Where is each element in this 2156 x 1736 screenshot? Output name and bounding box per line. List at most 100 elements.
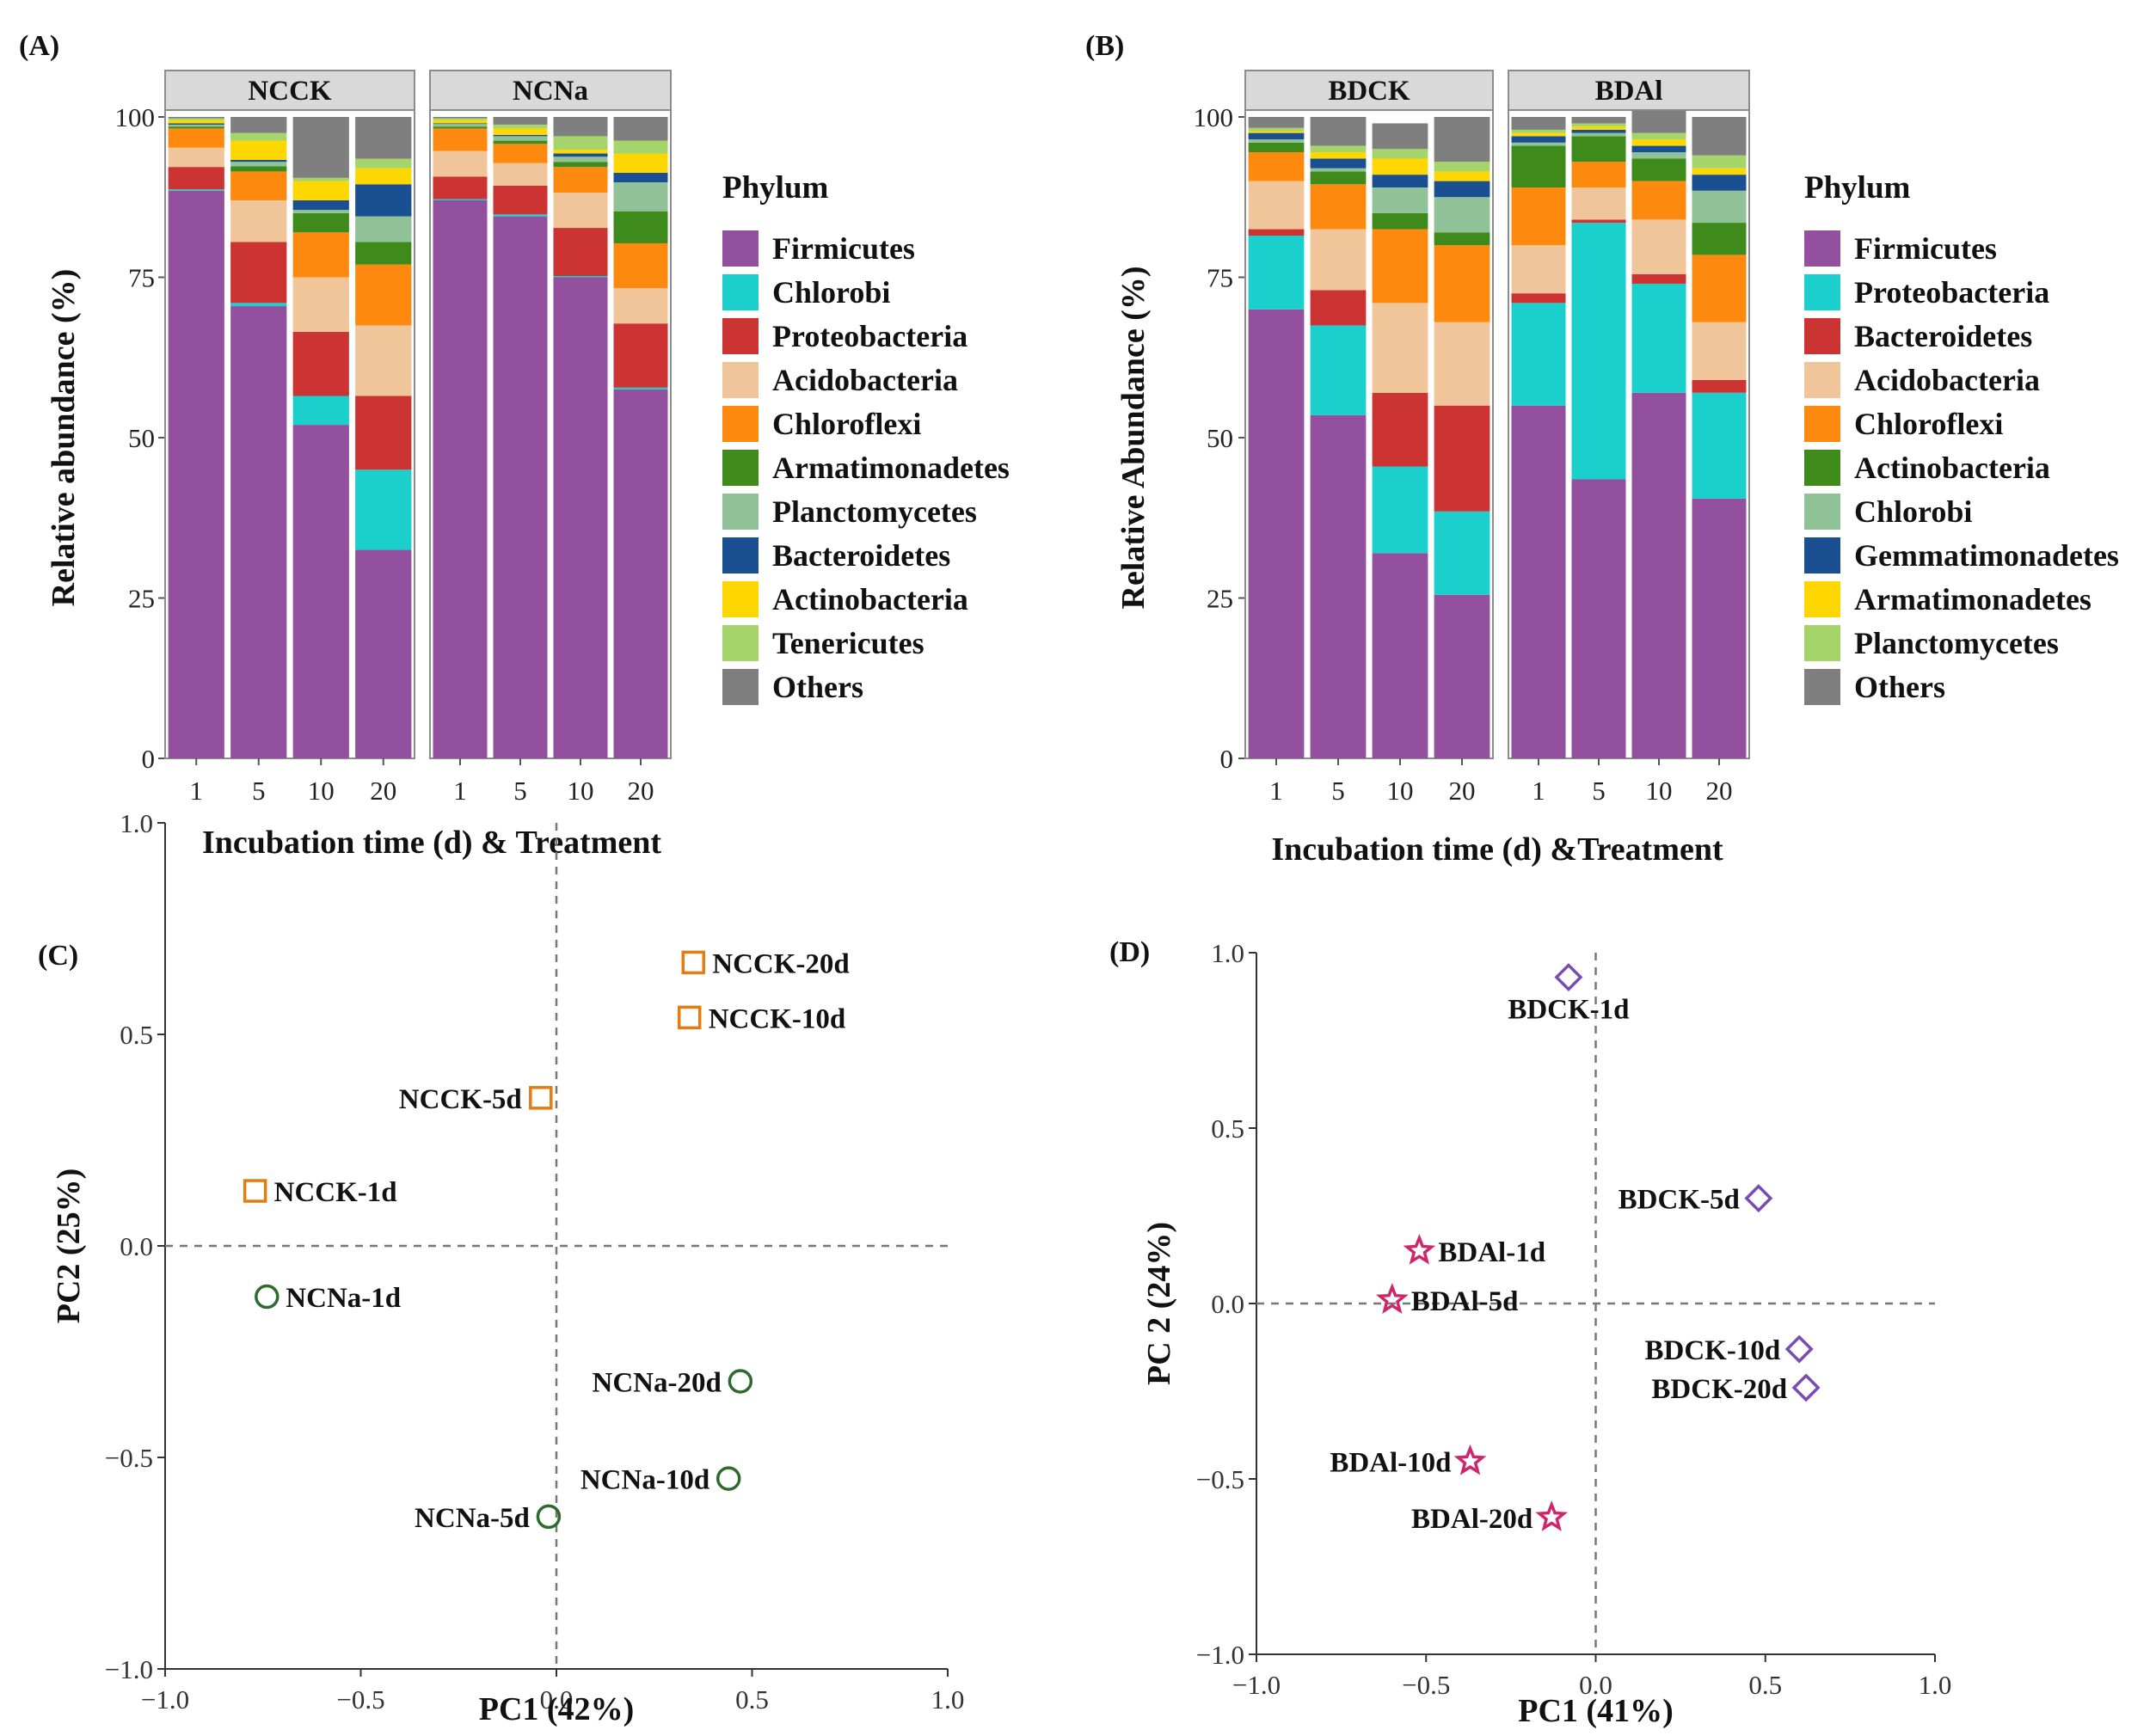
point-marker-diamond: [1744, 1184, 1773, 1213]
bar-segment-actinobacteria: [433, 120, 488, 124]
panel-c: (C) −1.0−1.0 −0.5 −0.5 0.0 0.0 0.5 0.5 1.0 1.0 PC1…: [38, 808, 964, 1727]
bar-segment-armatimonadetes: [1631, 139, 1686, 146]
legend-label: Planctomycetes: [1854, 626, 2059, 660]
legend-label: Planctomycetes: [772, 494, 977, 529]
x-axis-title: PC1 (41%): [1518, 1693, 1673, 1729]
legend-label: Firmicutes: [1854, 231, 1997, 266]
y-tick-label: 50: [128, 423, 155, 453]
x-tick-label: 20: [1449, 776, 1476, 806]
bar-segment-armatimonadetes: [1571, 126, 1626, 130]
legend-label: Chloroflexi: [772, 407, 921, 441]
bar-segment-chlorobi: [1434, 197, 1490, 233]
legend-swatch: [1804, 450, 1840, 486]
bar-segment-bacteroidetes: [1631, 273, 1686, 284]
y-tick-label: −0.5: [1196, 1464, 1244, 1494]
bar-segment-chloroflexi: [1372, 229, 1428, 304]
bar-segment-others: [1571, 117, 1626, 124]
x-tick-label: 5: [252, 776, 266, 806]
bar-segment-gemmatimonadetes: [1434, 181, 1490, 198]
bar-segment-proteobacteria: [1372, 466, 1428, 554]
bar-segment-others: [553, 117, 608, 137]
bar-segment-firmicutes: [1434, 594, 1490, 758]
legend-swatch: [722, 406, 759, 442]
point-marker-square: [243, 1179, 267, 1203]
bar-segment-proteobacteria: [553, 228, 608, 277]
bar-segment-acidobacteria: [1372, 303, 1428, 393]
point-marker-circle: [728, 1369, 753, 1394]
x-tick-label: 1: [1269, 776, 1283, 806]
point-label: NCCK-5d: [399, 1084, 522, 1115]
bar-segment-chloroflexi: [1248, 152, 1305, 181]
bar-segment-acidobacteria: [1310, 229, 1367, 291]
y-axis-title: Relative abundance (%): [46, 269, 82, 607]
legend-swatch: [722, 669, 759, 705]
x-tick-label: 10: [308, 776, 335, 806]
legend-swatch: [722, 230, 759, 267]
bar-segment-bacteroidetes: [292, 199, 349, 211]
bar-segment-acidobacteria: [1692, 322, 1747, 380]
bar-segment-gemmatimonadetes: [1248, 132, 1305, 140]
bar-segment-bacteroidetes: [553, 153, 608, 157]
bar-segment-others: [1310, 117, 1367, 146]
bar-segment-actinobacteria: [355, 168, 412, 185]
legend-swatch: [1804, 625, 1840, 661]
bar-segment-armatimonadetes: [433, 126, 488, 129]
bar-segment-planctomycetes: [1310, 145, 1367, 153]
bar-segment-planctomycetes: [230, 162, 287, 167]
legend-swatch: [722, 450, 759, 486]
bar-segment-planctomycetes: [1511, 129, 1566, 133]
legend-label: Firmicutes: [772, 231, 915, 266]
bar-segment-gemmatimonadetes: [1692, 175, 1747, 191]
bar-segment-tenericutes: [355, 158, 412, 169]
legend-label: Chlorobi: [772, 275, 890, 310]
point-label: BDAl-5d: [1411, 1286, 1519, 1317]
bar-segment-proteobacteria: [355, 396, 412, 470]
bar-segment-armatimonadetes: [1434, 171, 1490, 181]
x-tick-label: 10: [568, 776, 594, 806]
bar-segment-tenericutes: [433, 118, 488, 120]
bar-segment-chlorobi: [230, 303, 287, 307]
bar-segment-tenericutes: [292, 177, 349, 181]
legend-swatch: [1804, 230, 1840, 267]
x-axis-title: PC1 (42%): [479, 1691, 634, 1727]
bar-segment-acidobacteria: [1511, 245, 1566, 294]
x-tick-label: 5: [1592, 776, 1606, 806]
bar-segment-chloroflexi: [1571, 162, 1626, 188]
facet-strip-label: BDCK: [1328, 76, 1410, 107]
bar-segment-chloroflexi: [168, 128, 224, 148]
legend-label: Chlorobi: [1854, 494, 1972, 529]
legend-label: Tenericutes: [772, 626, 924, 660]
point-marker-square: [681, 950, 705, 975]
legend-label: Proteobacteria: [772, 319, 967, 353]
legend-swatch: [722, 274, 759, 310]
bar-segment-others: [1372, 123, 1428, 150]
point-marker-star: [1453, 1444, 1487, 1475]
x-tick-label: 0.5: [1748, 1670, 1782, 1700]
x-axis-title: Incubation time (d) & Treatment: [202, 825, 661, 861]
x-tick-label: 0.5: [735, 1684, 769, 1715]
bar-segment-others: [1248, 117, 1305, 128]
bar-segment-chlorobi: [168, 189, 224, 191]
legend-label: Actinobacteria: [772, 582, 968, 616]
facet-strip-label: NCCK: [248, 76, 331, 107]
bar-segment-actinobacteria: [292, 181, 349, 200]
legend-swatch: [1804, 669, 1840, 705]
panel-d: (D) −1.0−1.0 −0.5 −0.5 0.0 0.0 0.5 0.5 1.0 1.0 PC1…: [1109, 936, 1951, 1729]
bar-segment-firmicutes: [1310, 414, 1367, 758]
bar-segment-armatimonadetes: [292, 212, 349, 233]
legend-label: Armatimonadetes: [772, 451, 1010, 485]
bar-segment-chlorobi: [553, 276, 608, 278]
bar-segment-planctomycetes: [553, 156, 608, 163]
bar-segment-chloroflexi: [1434, 245, 1490, 322]
legend-label: Actinobacteria: [1854, 451, 2050, 485]
point-marker-diamond: [1791, 1373, 1821, 1402]
y-tick-label: 100: [115, 102, 156, 132]
bar-segment-acidobacteria: [493, 163, 548, 186]
point-label: NCNa-1d: [286, 1283, 401, 1314]
bar-segment-actinobacteria: [1434, 232, 1490, 246]
bar-segment-armatimonadetes: [230, 166, 287, 172]
bar-segment-proteobacteria: [292, 331, 349, 396]
legend-swatch: [1804, 362, 1840, 398]
bar-segment-others: [168, 117, 224, 119]
y-tick-label: 25: [128, 584, 155, 614]
